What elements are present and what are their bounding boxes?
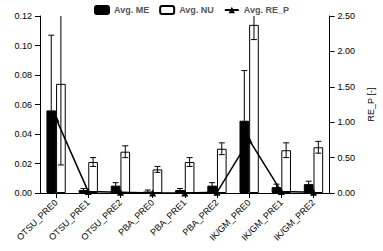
- svg-text:0.06: 0.06: [14, 100, 32, 110]
- svg-text:0.08: 0.08: [14, 70, 32, 80]
- svg-text:OTSU_PRE1: OTSU_PRE1: [46, 197, 92, 243]
- svg-text:Avg. ME: Avg. ME: [114, 5, 149, 15]
- svg-text:1.50: 1.50: [338, 82, 356, 92]
- svg-text:2.50: 2.50: [338, 11, 356, 21]
- svg-text:0.02: 0.02: [14, 159, 32, 169]
- svg-text:0.00: 0.00: [338, 188, 356, 198]
- svg-text:0.00: 0.00: [14, 188, 32, 198]
- svg-text:IK/GM_PRE1: IK/GM_PRE1: [239, 197, 285, 243]
- svg-text:2.00: 2.00: [338, 46, 356, 56]
- svg-text:0.12: 0.12: [14, 11, 32, 21]
- svg-text:PBA_PRE2: PBA_PRE2: [180, 197, 221, 238]
- svg-text:1.00: 1.00: [338, 117, 356, 127]
- svg-text:0.04: 0.04: [14, 129, 32, 139]
- svg-text:0.10: 0.10: [14, 41, 32, 51]
- svg-text:0.50: 0.50: [338, 153, 356, 163]
- svg-text:Avg. RE_P: Avg. RE_P: [244, 5, 289, 15]
- svg-text:PBA_PRE0: PBA_PRE0: [116, 197, 157, 238]
- svg-text:OTSU_PRE2: OTSU_PRE2: [79, 197, 124, 242]
- svg-text:OTSU_PRE0: OTSU_PRE0: [14, 197, 60, 243]
- svg-text:PBA_PRE1: PBA_PRE1: [148, 197, 189, 238]
- svg-text:Avg. NU: Avg. NU: [179, 5, 214, 15]
- svg-text:RE_P [-]: RE_P [-]: [366, 88, 376, 122]
- svg-text:IK/GM_PRE2: IK/GM_PRE2: [272, 197, 317, 242]
- svg-text:IK/GM_PRE0: IK/GM_PRE0: [207, 197, 253, 243]
